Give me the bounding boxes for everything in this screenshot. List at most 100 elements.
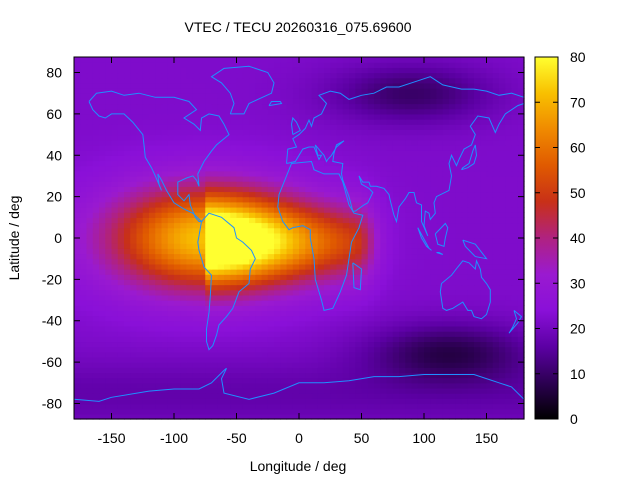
heatmap-cell	[149, 238, 156, 244]
heatmap-cell	[380, 139, 388, 146]
heatmap-cell	[486, 82, 494, 89]
heatmap-cell	[386, 119, 394, 125]
heatmap-cell	[174, 119, 181, 125]
heatmap-cell	[261, 238, 269, 244]
heatmap-cell	[205, 362, 213, 368]
heatmap-cell	[205, 232, 213, 239]
heatmap-cell	[124, 165, 131, 172]
heatmap-cell	[99, 294, 106, 301]
heatmap-cell	[192, 134, 200, 141]
heatmap-cell	[355, 150, 363, 156]
heatmap-cell	[192, 243, 200, 249]
heatmap-cell	[324, 294, 331, 301]
heatmap-cell	[417, 408, 425, 415]
heatmap-cell	[174, 356, 181, 363]
heatmap-cell	[492, 248, 500, 255]
heatmap-cell	[374, 315, 381, 322]
heatmap-cell	[199, 222, 206, 229]
heatmap-cell	[186, 67, 194, 74]
heatmap-cell	[186, 129, 194, 136]
heatmap-cell	[374, 305, 381, 311]
heatmap-cell	[474, 150, 481, 156]
heatmap-cell	[74, 238, 81, 244]
heatmap-cell	[411, 150, 419, 156]
heatmap-cell	[255, 351, 263, 358]
heatmap-cell	[349, 253, 356, 260]
heatmap-cell	[155, 279, 163, 286]
heatmap-cell	[186, 315, 194, 322]
heatmap-cell	[242, 222, 250, 229]
heatmap-cell	[205, 165, 213, 172]
heatmap-cell	[486, 175, 494, 182]
heatmap-cell	[92, 387, 100, 394]
heatmap-cell	[205, 372, 213, 379]
heatmap-cell	[180, 124, 188, 130]
heatmap-cell	[267, 119, 275, 125]
heatmap-cell	[499, 336, 506, 343]
heatmap-cell	[467, 93, 475, 99]
heatmap-cell	[411, 258, 419, 265]
heatmap-cell	[186, 88, 194, 94]
heatmap-cell	[336, 77, 344, 84]
heatmap-cell	[386, 393, 394, 399]
heatmap-cell	[461, 160, 469, 167]
heatmap-cell	[255, 413, 263, 420]
heatmap-cell	[292, 300, 300, 306]
heatmap-cell	[367, 191, 375, 198]
heatmap-cell	[211, 367, 219, 374]
heatmap-cell	[436, 98, 444, 105]
heatmap-cell	[386, 181, 394, 187]
heatmap-cell	[211, 155, 219, 162]
heatmap-cell	[517, 134, 525, 141]
heatmap-cell	[342, 387, 350, 394]
heatmap-cell	[174, 248, 181, 255]
heatmap-cell	[336, 269, 344, 275]
heatmap-cell	[492, 243, 500, 249]
heatmap-cell	[411, 238, 419, 244]
heatmap-cell	[436, 119, 444, 125]
heatmap-cell	[111, 279, 119, 286]
heatmap-cell	[436, 113, 444, 120]
heatmap-cell	[349, 170, 356, 177]
heatmap-cell	[180, 253, 188, 260]
heatmap-cell	[80, 289, 88, 296]
heatmap-cell	[505, 336, 513, 343]
heatmap-cell	[199, 320, 206, 327]
heatmap-cell	[449, 181, 456, 187]
heatmap-cell	[92, 289, 100, 296]
heatmap-cell	[399, 289, 406, 296]
heatmap-cell	[492, 305, 500, 311]
heatmap-cell	[361, 98, 369, 105]
heatmap-cell	[236, 310, 244, 317]
heatmap-cell	[124, 201, 131, 208]
heatmap-cell	[436, 124, 444, 130]
heatmap-cell	[499, 300, 506, 306]
heatmap-cell	[424, 351, 431, 358]
heatmap-cell	[324, 124, 331, 130]
heatmap-cell	[86, 238, 94, 244]
heatmap-cell	[267, 222, 275, 229]
heatmap-cell	[442, 119, 450, 125]
heatmap-cell	[417, 222, 425, 229]
heatmap-cell	[449, 258, 456, 265]
heatmap-cell	[230, 150, 238, 156]
heatmap-cell	[292, 356, 300, 363]
heatmap-cell	[305, 170, 313, 177]
heatmap-cell	[305, 175, 313, 182]
heatmap-cell	[374, 93, 381, 99]
heatmap-cell	[299, 160, 306, 167]
heatmap-cell	[267, 72, 275, 79]
heatmap-cell	[161, 93, 169, 99]
heatmap-cell	[430, 284, 438, 291]
heatmap-cell	[499, 325, 506, 332]
heatmap-cell	[261, 67, 269, 74]
heatmap-cell	[461, 398, 469, 405]
heatmap-cell	[174, 269, 181, 275]
heatmap-cell	[486, 191, 494, 198]
heatmap-cell	[455, 108, 463, 115]
heatmap-cell	[386, 191, 394, 198]
heatmap-cell	[467, 387, 475, 394]
heatmap-cell	[149, 315, 156, 322]
heatmap-cell	[192, 367, 200, 374]
heatmap-cell	[449, 269, 456, 275]
